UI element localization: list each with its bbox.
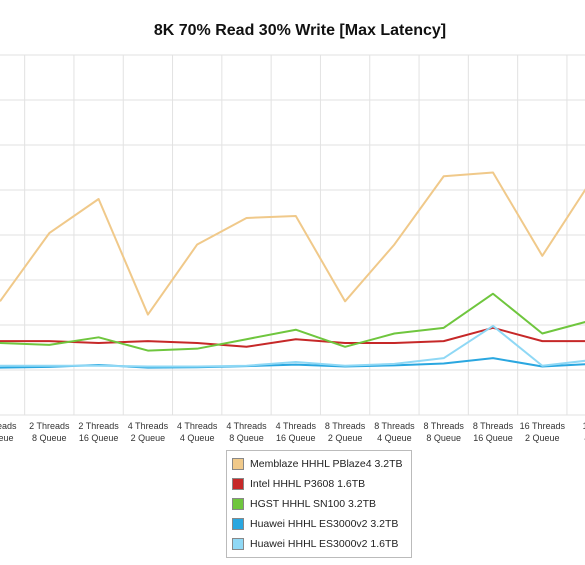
legend-swatch <box>232 478 244 490</box>
series-line <box>0 171 585 316</box>
series-line <box>0 292 585 352</box>
x-tick-label: 4 Threads 4 Queue <box>177 421 218 443</box>
legend-swatch <box>232 458 244 470</box>
series-line <box>0 326 585 348</box>
x-tick-label: 8 Threads 4 Queue <box>374 421 415 443</box>
legend-label: Intel HHHL P3608 1.6TB <box>250 478 366 490</box>
legend-item: Huawei HHHL ES3000v2 1.6TB <box>227 534 411 554</box>
x-tick-label: 4 Threads 16 Queue <box>276 421 317 443</box>
x-tick-label: 2 Threads 16 Queue <box>78 421 119 443</box>
legend-item: Memblaze HHHL PBlaze4 3.2TB <box>227 454 411 474</box>
grid-lines <box>0 54 585 416</box>
x-tick-label: 2 Threads 8 Queue <box>29 421 70 443</box>
x-tick-label: 8 Threads 8 Queue <box>424 421 465 443</box>
legend-label: Huawei HHHL ES3000v2 1.6TB <box>250 538 399 550</box>
legend-swatch <box>232 518 244 530</box>
legend-item: HGST HHHL SN100 3.2TB <box>227 494 411 514</box>
x-tick-label: 16 Threads 2 Queue <box>520 421 566 443</box>
x-tick-label: ThreadsQueue <box>0 421 17 443</box>
legend-item: Huawei HHHL ES3000v2 3.2TB <box>227 514 411 534</box>
legend-swatch <box>232 538 244 550</box>
x-tick-label: 4 Threads 2 Queue <box>128 421 169 443</box>
legend-label: Huawei HHHL ES3000v2 3.2TB <box>250 518 399 530</box>
legend-label: HGST HHHL SN100 3.2TB <box>250 498 377 510</box>
legend-label: Memblaze HHHL PBlaze4 3.2TB <box>250 458 403 470</box>
chart-title: 8K 70% Read 30% Write [Max Latency] <box>154 22 446 39</box>
legend-swatch <box>232 498 244 510</box>
legend-item: Intel HHHL P3608 1.6TB <box>227 474 411 494</box>
series-line <box>0 324 585 368</box>
series-lines <box>0 171 585 369</box>
x-tick-label: 4 Threads 8 Queue <box>226 421 267 443</box>
x-tick-label: 8 Threads 16 Queue <box>473 421 514 443</box>
legend: Memblaze HHHL PBlaze4 3.2TB Intel HHHL P… <box>226 450 412 558</box>
x-tick-label: 8 Threads 2 Queue <box>325 421 366 443</box>
